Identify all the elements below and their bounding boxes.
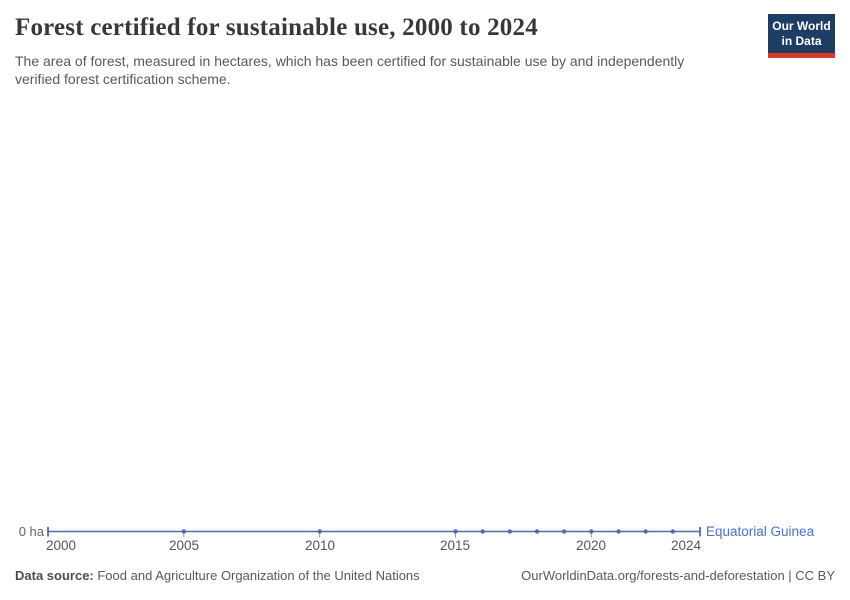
line-chart-svg[interactable]: [0, 505, 850, 560]
chart-title: Forest certified for sustainable use, 20…: [15, 14, 538, 41]
owid-logo[interactable]: Our World in Data: [768, 14, 835, 58]
owid-url-license[interactable]: OurWorldinData.org/forests-and-deforesta…: [521, 568, 835, 583]
x-axis-tick-label: 2000: [45, 538, 77, 553]
data-source-label: Data source:: [15, 568, 94, 583]
x-axis-tick-label: 2020: [575, 538, 607, 553]
x-axis-tick-label: 2005: [168, 538, 200, 553]
x-axis-tick-label: 2015: [439, 538, 471, 553]
x-axis-tick-label: 2024: [670, 538, 702, 553]
data-source-note: Data source: Food and Agriculture Organi…: [15, 568, 420, 583]
data-source-text: Food and Agriculture Organization of the…: [93, 568, 420, 583]
y-axis-zero-label: 0 ha: [18, 524, 44, 539]
chart-subtitle: The area of forest, measured in hectares…: [15, 53, 685, 88]
x-axis-tick-label: 2010: [304, 538, 336, 553]
series-entity-label[interactable]: Equatorial Guinea: [706, 524, 815, 539]
owid-logo-text: Our World in Data: [772, 18, 831, 48]
chart-footer: Data source: Food and Agriculture Organi…: [15, 568, 835, 583]
